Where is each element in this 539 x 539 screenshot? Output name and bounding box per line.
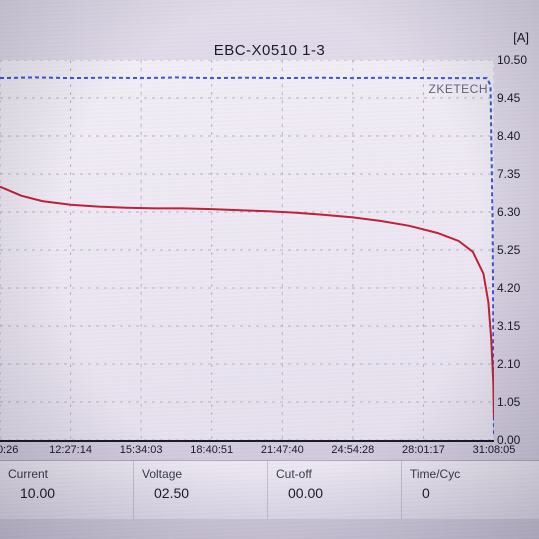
y-tick-label: 8.40 [497,129,533,143]
x-tick-label: 18:40:51 [190,444,233,456]
x-tick-label: 15:34:03 [120,444,163,456]
status-cell-timecyc: Time/Cyc 0 [402,461,539,519]
screen: EBC-X0510 1-3 [A] ZKETECH 10.50 9.45 8.40 7… [0,0,539,539]
status-bar: Current 10.00 Voltage 02.50 Cut-off 00.0… [0,460,539,519]
status-value: 00.00 [276,485,393,501]
x-tick-label: 12:27:14 [49,444,92,456]
y-tick-label: 5.25 [497,243,533,257]
status-label: Time/Cyc [410,467,531,481]
plot-area: ZKETECH [0,60,494,442]
status-value: 0 [410,485,531,501]
y-tick-label: 9.45 [497,91,533,105]
status-value: 02.50 [142,485,259,501]
status-label: Cut-off [276,467,393,481]
x-tick-label: 21:47:40 [261,444,304,456]
y-tick-label: 2.10 [497,357,533,371]
status-label: Voltage [142,467,259,481]
chart-canvas [0,60,494,440]
y-tick-label: 6.30 [497,205,533,219]
status-cell-voltage: Voltage 02.50 [134,461,268,519]
status-cell-cutoff: Cut-off 00.00 [268,461,402,519]
y-tick-label: 4.20 [497,281,533,295]
y-tick-label: 10.50 [497,53,533,67]
x-tick-label: 28:01:17 [402,444,445,456]
x-tick-label: 24:54:28 [331,444,374,456]
status-cell-current: Current 10.00 [0,461,134,519]
status-label: Current [8,467,125,481]
status-value: 10.00 [8,485,125,501]
y-tick-label: 3.15 [497,319,533,333]
y-tick-label: 7.35 [497,167,533,181]
x-tick-label: 9:20:26 [0,444,18,456]
chart-title: EBC-X0510 1-3 [0,42,539,59]
watermark: ZKETECH [428,82,488,96]
y-tick-label: 1.05 [497,395,533,409]
x-tick-label: 31:08:05 [473,444,516,456]
y-axis-unit: [A] [513,30,529,45]
